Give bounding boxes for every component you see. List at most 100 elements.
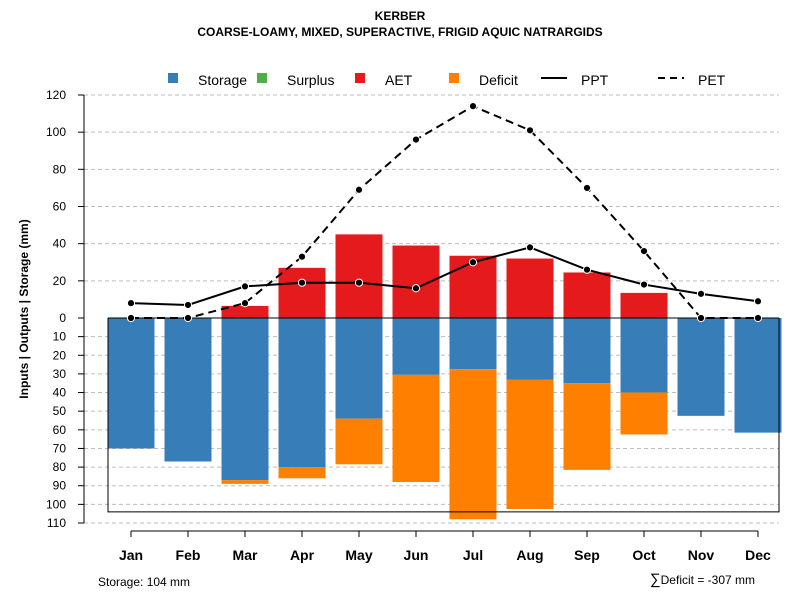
deficit-bar	[335, 418, 383, 465]
y-tick-label-upper: 20	[53, 274, 67, 288]
storage-bar	[734, 318, 782, 433]
total-deficit-note: ∑Deficit = -307 mm	[650, 571, 755, 588]
pet-point	[753, 313, 763, 323]
pet-point	[639, 247, 649, 256]
y-tick-label-upper: 40	[53, 237, 67, 251]
chart-subtitle: COARSE-LOAMY, MIXED, SUPERACTIVE, FRIGID…	[197, 25, 603, 39]
storage-bar	[392, 318, 440, 375]
ppt-point	[696, 289, 706, 298]
x-tick-label: Apr	[290, 547, 315, 563]
x-tick-label: Aug	[516, 547, 543, 563]
storage-bar	[107, 318, 155, 449]
pet-point	[354, 185, 364, 194]
ppt-point	[753, 297, 763, 306]
legend-swatch-storage	[168, 73, 178, 83]
x-tick-label: Oct	[632, 547, 656, 563]
y-tick-label-lower: 40	[53, 386, 67, 400]
deficit-bar	[506, 379, 554, 510]
storage-bar	[221, 318, 269, 481]
y-tick-label-lower: 80	[53, 460, 67, 474]
sigma-icon: ∑	[649, 571, 661, 588]
pet-point	[297, 252, 307, 261]
storage-bar	[620, 318, 668, 393]
y-tick-label-lower: 60	[53, 423, 67, 437]
y-tick-label-upper: 60	[53, 200, 67, 214]
ppt-point	[582, 265, 592, 274]
pet-point	[411, 135, 421, 144]
storage-capacity-box	[107, 318, 780, 513]
storage-capacity-note: Storage: 104 mm	[98, 575, 191, 589]
x-tick-label: Jul	[463, 547, 483, 563]
y-tick-label-lower: 70	[53, 441, 67, 455]
ppt-point	[468, 258, 478, 267]
x-tick-label: Feb	[176, 547, 201, 563]
legend-label-ppt: PPT	[581, 72, 609, 88]
ppt-line	[130, 246, 759, 306]
ppt-point	[411, 284, 421, 293]
aet-bar	[221, 305, 269, 318]
y-tick-label-lower: 50	[53, 404, 67, 418]
pet-point	[126, 313, 136, 323]
deficit-bar	[620, 392, 668, 435]
legend-swatch-deficit	[449, 73, 459, 83]
y-tick-label-lower: 10	[53, 330, 67, 344]
y-tick-label-upper: 100	[46, 125, 66, 139]
x-tick-label: Nov	[688, 547, 715, 563]
y-tick-label-lower: 20	[53, 348, 67, 362]
pet-line	[131, 105, 758, 319]
legend-label-deficit: Deficit	[479, 72, 518, 88]
legend-swatch-surplus	[257, 73, 267, 83]
pet-point	[468, 102, 478, 111]
ppt-point	[126, 299, 136, 308]
ppt-point	[639, 280, 649, 289]
x-tick-label: Dec	[745, 547, 771, 563]
x-tick-label: Mar	[233, 547, 258, 563]
aet-bar	[278, 267, 326, 318]
ppt-point	[354, 278, 364, 287]
deficit-bar	[449, 369, 497, 520]
legend-swatch-aet	[355, 73, 365, 83]
deficit-bar	[392, 374, 440, 482]
total-deficit-label: Deficit = -307 mm	[660, 573, 755, 587]
y-tick-label-upper: 120	[46, 88, 66, 102]
deficit-bar	[221, 480, 269, 484]
storage-bar	[335, 318, 383, 419]
aet-bar	[563, 272, 611, 318]
storage-bar	[278, 318, 326, 468]
chart-title: KERBER	[374, 9, 426, 23]
aet-bar	[506, 258, 554, 318]
ppt-point	[525, 243, 535, 252]
storage-bar	[677, 318, 725, 416]
y-tick-label-upper: 80	[53, 162, 67, 176]
y-axis-label: Inputs | Outputs | Storage (mm)	[17, 219, 31, 398]
pet-point	[582, 183, 592, 193]
x-tick-label: May	[345, 547, 372, 563]
aet-bar	[620, 292, 668, 318]
storage-bar	[506, 318, 554, 380]
storage-bar	[164, 318, 212, 462]
deficit-bar	[278, 467, 326, 479]
legend-label-aet: AET	[385, 72, 413, 88]
legend-label-surplus: Surplus	[287, 72, 334, 88]
y-tick-label-upper: 0	[59, 311, 66, 325]
ppt-point	[183, 300, 193, 310]
pet-point	[696, 313, 706, 323]
y-tick-label-lower: 90	[53, 479, 67, 493]
storage-bar	[563, 318, 611, 384]
x-tick-label: Jun	[404, 547, 429, 563]
legend-label-storage: Storage	[198, 72, 247, 88]
legend-label-pet: PET	[698, 72, 726, 88]
storage-bar	[449, 318, 497, 370]
ppt-point	[240, 282, 250, 291]
y-tick-label-lower: 100	[46, 497, 66, 511]
y-tick-label-lower: 110	[47, 516, 66, 530]
x-tick-label: Sep	[574, 547, 600, 563]
x-tick-label: Jan	[119, 547, 143, 563]
pet-point	[525, 126, 535, 135]
pet-point	[240, 299, 250, 308]
aet-bar	[335, 234, 383, 318]
pet-point	[183, 313, 193, 323]
deficit-bar	[563, 383, 611, 470]
ppt-point	[297, 278, 307, 287]
